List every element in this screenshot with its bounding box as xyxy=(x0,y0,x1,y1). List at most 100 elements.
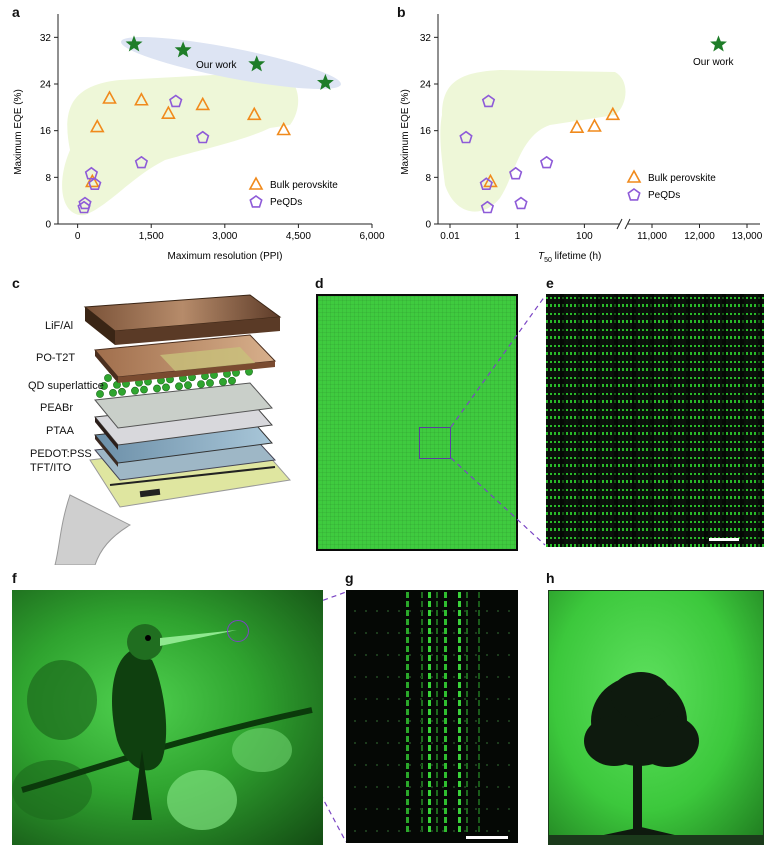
pixel-dot xyxy=(453,676,455,678)
pixel-dot xyxy=(376,720,378,722)
pixel-dot xyxy=(431,764,433,766)
pixel-segment xyxy=(421,790,423,796)
data-point-pentagon xyxy=(459,130,473,144)
data-point-star xyxy=(710,35,727,52)
pixel-segment xyxy=(458,628,461,634)
pixel-dot xyxy=(376,786,378,788)
pixel-dot xyxy=(486,610,488,612)
pixel-segment xyxy=(478,727,480,733)
pixel-dot xyxy=(354,698,356,700)
pixel-dot xyxy=(464,742,466,744)
data-point-pentagon xyxy=(78,196,92,210)
pixel-segment xyxy=(466,664,468,670)
pixel-dot xyxy=(376,742,378,744)
data-point-star xyxy=(174,41,192,58)
legend-pentagon-icon xyxy=(627,188,641,201)
x-tick-label: 3,000 xyxy=(212,231,237,242)
pixel-dot xyxy=(409,654,411,656)
x-tick-label: 6,000 xyxy=(359,231,384,242)
our-work-label: Our work xyxy=(693,57,735,68)
data-point-star xyxy=(248,55,266,72)
pixel-segment xyxy=(466,592,468,598)
pixel-dot xyxy=(475,786,477,788)
panel-label-a: a xyxy=(12,4,20,20)
pixel-segment xyxy=(478,745,480,751)
pixel-dot xyxy=(486,830,488,832)
pixel-segment xyxy=(406,718,409,724)
pixel-segment xyxy=(478,808,480,814)
pixel-segment xyxy=(436,637,438,643)
data-point-triangle xyxy=(102,90,117,104)
pixel-segment xyxy=(436,592,438,598)
data-point-pentagon xyxy=(481,94,496,108)
y-tick-label: 0 xyxy=(45,220,51,231)
pixel-dot xyxy=(398,632,400,634)
pixel-dot xyxy=(431,654,433,656)
pixel-segment xyxy=(466,763,468,769)
data-point-triangle xyxy=(134,92,149,106)
axis-label-x: T50 lifetime (h) xyxy=(538,251,601,264)
pixel-segment xyxy=(421,682,423,688)
pixel-dot xyxy=(486,764,488,766)
pixel-dot xyxy=(354,742,356,744)
data-point-pentagon xyxy=(480,200,495,214)
pixel-dot xyxy=(354,720,356,722)
pixel-segment xyxy=(466,817,468,823)
pixel-segment xyxy=(458,655,461,661)
pixel-segment xyxy=(466,772,468,778)
y-tick-label: 24 xyxy=(40,80,52,91)
pixel-dot xyxy=(475,698,477,700)
pixel-segment xyxy=(444,700,447,706)
pixel-segment xyxy=(406,817,409,823)
pixel-dot xyxy=(464,830,466,832)
pixel-dot xyxy=(486,720,488,722)
pixel-dot xyxy=(409,786,411,788)
pixel-segment xyxy=(466,673,468,679)
pixel-dot xyxy=(497,720,499,722)
legend: Bulk perovskite PeQDs xyxy=(248,176,338,208)
pixel-dot xyxy=(387,698,389,700)
x-tick-label: 11,000 xyxy=(637,231,667,242)
pixel-segment xyxy=(428,808,431,814)
pixel-segment xyxy=(421,781,423,787)
pixel-dot xyxy=(398,764,400,766)
pixel-segment xyxy=(478,646,480,652)
pixel-dot xyxy=(365,786,367,788)
data-point-triangle xyxy=(569,119,585,133)
pixel-segment xyxy=(458,763,461,769)
layer-label: PTAA xyxy=(46,425,74,437)
pixel-segment xyxy=(444,790,447,796)
pixel-segment xyxy=(406,691,409,697)
panel-label-c: c xyxy=(12,275,20,291)
pixel-segment xyxy=(428,628,431,634)
pixel-segment xyxy=(406,619,409,625)
pixel-segment xyxy=(436,808,438,814)
pixel-segment xyxy=(436,628,438,634)
pixel-dot xyxy=(442,698,444,700)
pixel-segment xyxy=(466,682,468,688)
y-tick-label: 8 xyxy=(45,173,51,184)
pixel-dot xyxy=(409,610,411,612)
pixel-segment xyxy=(478,673,480,679)
pixel-segment xyxy=(466,619,468,625)
pixel-dot xyxy=(376,698,378,700)
pixel-dot xyxy=(497,610,499,612)
pixel-dot xyxy=(376,808,378,810)
pixel-segment xyxy=(436,610,438,616)
pixel-dot xyxy=(497,742,499,744)
x-tick-label: 12,000 xyxy=(684,231,715,242)
pixel-segment xyxy=(444,826,447,832)
pixel-segment xyxy=(466,700,468,706)
quantum-dot xyxy=(206,379,214,387)
y-tick-label: 32 xyxy=(40,33,52,44)
pixel-dot xyxy=(365,808,367,810)
pixel-dot xyxy=(497,764,499,766)
pixel-segment xyxy=(444,673,447,679)
pixel-segment xyxy=(428,673,431,679)
quantum-dot xyxy=(162,383,170,392)
pixel-segment xyxy=(421,700,423,706)
pixel-dot xyxy=(508,830,510,832)
data-point-pentagon xyxy=(196,130,210,144)
pixel-dot xyxy=(442,764,444,766)
pixel-dot xyxy=(508,676,510,678)
